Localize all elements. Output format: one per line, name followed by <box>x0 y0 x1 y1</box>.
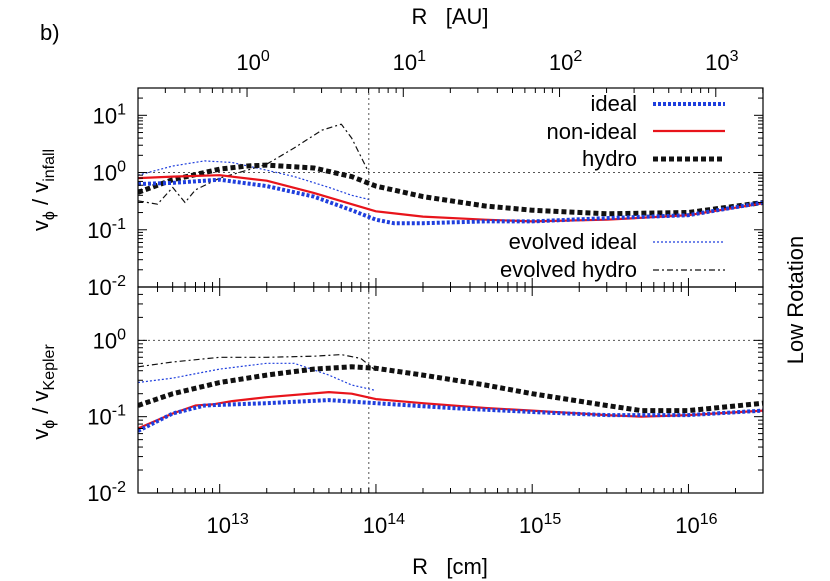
top-axis-title: R [AU] <box>411 4 488 29</box>
y-title-bot-v: v <box>28 429 53 440</box>
series-group <box>138 123 763 226</box>
legend-label-ideal: ideal <box>591 91 637 116</box>
legend-label-nonideal: non-ideal <box>546 119 637 144</box>
y-tick-label: 100 <box>93 159 126 186</box>
series-evolved-hydro <box>138 123 370 205</box>
legend-label-hydro: hydro <box>582 146 637 171</box>
y-axis-title-bottom: vϕ / vKepler <box>28 344 58 440</box>
y-title-bot-sub1: ϕ <box>41 420 58 429</box>
series-hydro <box>138 364 763 414</box>
y-tick-label: 100 <box>93 326 126 353</box>
legend-label-evolved-hydro: evolved hydro <box>500 257 637 282</box>
y-title-top-sub2: infall <box>41 149 58 182</box>
panel-frame <box>137 87 764 288</box>
x-tick-label-cm: 1013 <box>207 511 249 538</box>
side-label: Low Rotation <box>783 236 808 364</box>
series-evolved-hydro <box>138 354 377 372</box>
legend: ideal non-ideal hydro evolved ideal evol… <box>500 91 725 282</box>
y-tick-label: 10-2 <box>87 479 126 506</box>
panel-label: b) <box>40 20 60 45</box>
y-title-top-v: v <box>28 220 53 231</box>
x-tick-label-au: 100 <box>236 48 269 75</box>
y-title-bot-sub2: Kepler <box>41 344 58 391</box>
x-tick-label-cm: 1015 <box>519 511 561 538</box>
plot-layer: 10-2 10-1 100 101 10-2 10-1 100 1013 1014 1015 101… <box>87 48 764 538</box>
y-tick-label: 10-2 <box>87 273 126 300</box>
panel-frame <box>137 286 764 494</box>
series-hydro <box>138 162 763 217</box>
legend-label-evolved-ideal: evolved ideal <box>509 229 637 254</box>
x-tick-label-au: 102 <box>549 48 582 75</box>
y-tick-label: 101 <box>93 101 126 128</box>
x-tick-label-au: 101 <box>393 48 426 75</box>
series-ideal <box>138 398 763 433</box>
series-ideal <box>138 177 763 226</box>
y-axis-title-top: vϕ / vinfall <box>28 149 58 231</box>
y-tick-label: 10-1 <box>87 216 126 243</box>
x-tick-label-au: 103 <box>705 48 738 75</box>
x-tick-label-cm: 1016 <box>675 511 717 538</box>
bottom-axis-title: R [cm] <box>412 554 488 579</box>
y-title-top-mid: / v <box>28 182 53 211</box>
x-tick-label-cm: 1014 <box>363 511 405 538</box>
y-tick-label: 10-1 <box>87 403 126 430</box>
y-title-top-sub1: ϕ <box>41 211 58 220</box>
series-group <box>138 354 763 433</box>
y-title-bot-mid: / v <box>28 390 53 419</box>
